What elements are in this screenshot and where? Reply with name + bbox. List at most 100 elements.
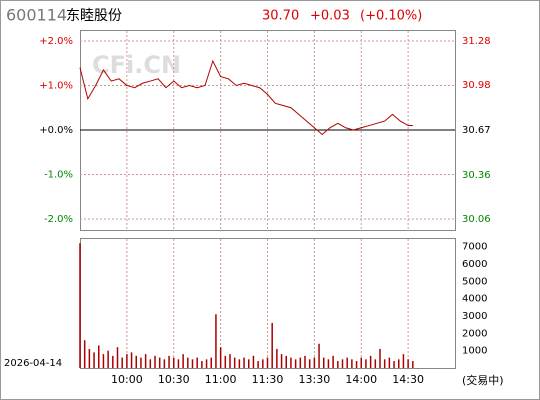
volume-bar bbox=[369, 355, 372, 368]
volume-bar bbox=[88, 348, 91, 368]
x-tick-label: 10:30 bbox=[158, 373, 190, 386]
volume-tick-label: 4000 bbox=[462, 294, 487, 305]
volume-bar bbox=[144, 354, 147, 368]
volume-tick-label: 3000 bbox=[462, 311, 487, 322]
volume-bar bbox=[280, 354, 283, 368]
volume-bar bbox=[201, 361, 203, 368]
volume-bar bbox=[271, 322, 273, 368]
volume-bar bbox=[341, 359, 344, 368]
volume-tick-label: 2000 bbox=[462, 328, 487, 339]
y2-tick-label: 30.67 bbox=[462, 125, 491, 136]
volume-bar bbox=[196, 357, 198, 368]
volume-bar bbox=[393, 361, 395, 368]
y-tick-label: +2.0% bbox=[39, 36, 73, 47]
volume-bar bbox=[135, 355, 137, 368]
status: (交易中) bbox=[462, 373, 504, 387]
y2-tick-label: 30.98 bbox=[462, 80, 491, 91]
price-line bbox=[79, 59, 413, 136]
volume-bar bbox=[318, 343, 320, 368]
volume-bar bbox=[140, 357, 142, 368]
volume-bar bbox=[154, 355, 156, 368]
volume-bar bbox=[177, 359, 180, 368]
volume-bar bbox=[346, 357, 348, 368]
volume-bar bbox=[308, 359, 311, 368]
volume-bar bbox=[229, 354, 231, 368]
volume-tick-label: 6000 bbox=[462, 259, 487, 270]
volume-bar bbox=[262, 359, 264, 368]
volume-bar bbox=[224, 355, 227, 368]
volume-bar bbox=[149, 359, 152, 368]
volume-bar bbox=[130, 352, 133, 368]
change-pct: (+0.10%) bbox=[360, 9, 422, 24]
volume-bar bbox=[210, 357, 212, 368]
volume-bar bbox=[79, 243, 81, 368]
volume-tick-label: 7000 bbox=[462, 242, 487, 253]
volume-bar bbox=[402, 354, 405, 368]
volume-bar bbox=[102, 354, 105, 368]
volume-bar bbox=[158, 357, 161, 368]
change: +0.03 bbox=[310, 9, 350, 24]
price: 30.70 bbox=[262, 9, 299, 24]
volume-bar bbox=[313, 357, 316, 368]
volume-bar bbox=[266, 357, 269, 368]
volume-bar bbox=[173, 357, 175, 368]
stock-name: 东睦股份 bbox=[66, 8, 122, 24]
volume-bar bbox=[187, 357, 189, 368]
volume-bar bbox=[248, 359, 250, 368]
volume-bar bbox=[126, 354, 128, 368]
volume-bar bbox=[355, 361, 358, 368]
y-tick-label: +1.0% bbox=[39, 81, 73, 92]
y-tick-label: +0.0% bbox=[39, 125, 73, 136]
volume-bar bbox=[337, 361, 339, 368]
volume-bar bbox=[93, 352, 95, 368]
volume-bar bbox=[285, 355, 287, 368]
volume-bar bbox=[374, 359, 377, 368]
volume-bar bbox=[112, 355, 114, 368]
x-tick-label: 10:00 bbox=[111, 373, 143, 386]
volume-bar bbox=[379, 348, 381, 368]
x-tick-label: 11:00 bbox=[205, 373, 237, 386]
volume-bar bbox=[276, 348, 278, 368]
x-tick-label: 11:30 bbox=[252, 373, 284, 386]
y2-tick-label: 30.06 bbox=[462, 214, 491, 225]
volume-bar bbox=[83, 340, 86, 368]
volume-bar bbox=[332, 355, 334, 368]
volume-bar bbox=[252, 355, 255, 368]
volume-bar bbox=[243, 357, 245, 368]
volume-bar bbox=[107, 350, 109, 368]
volume-bar bbox=[360, 357, 362, 368]
volume-bar bbox=[219, 347, 222, 368]
volume-bar bbox=[233, 357, 236, 368]
volume-bar bbox=[304, 355, 306, 368]
volume-bar bbox=[365, 359, 367, 368]
volume-bar bbox=[116, 347, 119, 368]
volume-bar bbox=[182, 354, 184, 368]
volume-bar bbox=[407, 359, 409, 368]
volume-bar bbox=[98, 345, 100, 368]
volume-bar bbox=[163, 359, 166, 368]
volume-tick-label: 1000 bbox=[462, 346, 487, 357]
y-tick-label: -1.0% bbox=[44, 170, 73, 181]
volume-bar bbox=[257, 361, 259, 368]
volume-bar bbox=[299, 357, 302, 368]
volume-bar bbox=[383, 359, 386, 368]
y2-tick-label: 30.36 bbox=[462, 170, 491, 181]
volume-bar bbox=[168, 355, 170, 368]
x-tick-label: 14:00 bbox=[345, 373, 377, 386]
volume-bar bbox=[388, 357, 391, 368]
x-tick-label: 13:30 bbox=[299, 373, 331, 386]
volume-bar bbox=[294, 359, 297, 368]
volume-bar bbox=[121, 357, 123, 368]
volume-bar bbox=[412, 361, 414, 368]
volume-bar bbox=[323, 357, 325, 368]
y-tick-label: -2.0% bbox=[44, 214, 73, 225]
volume-bar bbox=[205, 359, 208, 368]
volume-bar bbox=[351, 359, 353, 368]
volume-bar bbox=[398, 359, 400, 368]
stock-code: 600114 bbox=[6, 6, 67, 25]
date: 2026-04-14 bbox=[4, 358, 62, 369]
watermark: CFi.CN bbox=[92, 51, 181, 79]
volume-bar bbox=[238, 359, 241, 368]
